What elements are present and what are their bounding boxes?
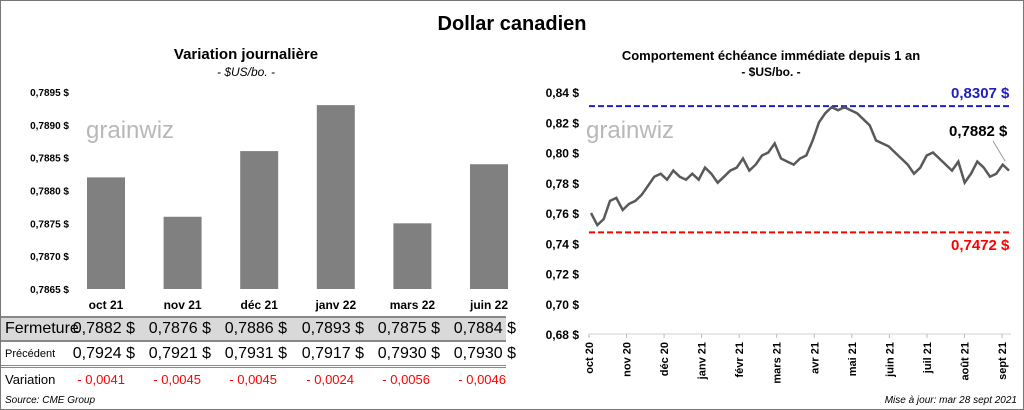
cell: 0,7884 $ — [453, 320, 516, 337]
y-tick-label: 0,74 $ — [546, 237, 580, 251]
cell: - 0,0046 — [458, 372, 506, 387]
cell: 0,7924 $ — [72, 345, 135, 362]
bar — [393, 223, 432, 289]
cell: 0,7893 $ — [301, 320, 364, 337]
max-label: 0,8307 $ — [951, 85, 1010, 102]
left-watermark-logo: grainwiz — [86, 117, 175, 144]
right-chart-title: Comportement échéance immédiate depuis 1… — [621, 48, 921, 63]
cell: - 0,0041 — [77, 372, 125, 387]
bar — [470, 164, 508, 289]
x-tick-label: janv 22 — [314, 298, 356, 312]
cell: - 0,0056 — [382, 372, 430, 387]
left-chart-subtitle: - $US/bo. - — [216, 65, 276, 79]
y-tick-label: 0,7875 $ — [30, 219, 69, 230]
y-tick-label: 0,7880 $ — [30, 187, 69, 198]
row-label: Variation — [5, 372, 56, 387]
cell: - 0,0045 — [229, 372, 277, 387]
x-tick-label: déc 21 — [241, 298, 279, 312]
cell: - 0,0024 — [306, 372, 354, 387]
bar — [163, 216, 202, 289]
x-tick-label: févr 21 — [734, 342, 746, 377]
x-tick-label: juin 22 — [469, 298, 508, 312]
cell: 0,7930 $ — [453, 345, 516, 362]
cell: 0,7876 $ — [148, 320, 211, 337]
cell: 0,7931 $ — [224, 345, 287, 362]
y-tick-label: 0,7865 $ — [30, 285, 69, 296]
cell: 0,7875 $ — [377, 320, 440, 337]
y-tick-label: 0,72 $ — [546, 268, 580, 282]
table-row-precedent: Précédent 0,7924 $ 0,7921 $ 0,7931 $ 0,7… — [1, 343, 516, 368]
y-tick-label: 0,7870 $ — [30, 252, 69, 263]
x-tick-label: mars 22 — [390, 298, 436, 312]
source-note: Source: CME Group — [5, 395, 96, 406]
bar — [316, 105, 355, 289]
x-tick-label: août 21 — [959, 342, 971, 381]
x-tick-label: avr 21 — [809, 342, 821, 374]
update-note: Mise à jour: mar 28 sept 2021 — [884, 395, 1017, 406]
cell: 0,7930 $ — [377, 345, 440, 362]
y-tick-label: 0,80 $ — [546, 147, 580, 161]
x-tick-label: déc 20 — [659, 342, 671, 376]
x-tick-label: janv 21 — [697, 342, 709, 380]
right-watermark-logo: grainwiz — [586, 117, 675, 144]
cell: 0,7917 $ — [301, 345, 364, 362]
x-tick-label: mai 21 — [847, 342, 859, 376]
price-line — [589, 105, 1010, 228]
main-title: Dollar canadien — [437, 13, 587, 35]
last-label: 0,7882 $ — [949, 123, 1008, 140]
y-tick-label: 0,76 $ — [546, 207, 580, 221]
x-tick-label: oct 21 — [89, 298, 124, 312]
x-tick-label: nov 20 — [622, 342, 634, 377]
y-tick-label: 0,84 $ — [546, 86, 580, 100]
x-tick-label: sept 21 — [997, 342, 1009, 380]
y-tick-label: 0,7895 $ — [30, 88, 69, 99]
y-tick-label: 0,78 $ — [546, 177, 580, 191]
y-tick-label: 0,70 $ — [546, 298, 580, 312]
row-label: Précédent — [5, 348, 56, 360]
y-tick-label: 0,82 $ — [546, 116, 580, 130]
cell: - 0,0045 — [153, 372, 201, 387]
left-chart-title: Variation journalière — [173, 46, 319, 63]
x-tick-label: juil 21 — [922, 342, 934, 374]
bar — [240, 151, 279, 289]
table-row-variation: Variation - 0,0041 - 0,0045 - 0,0045 - 0… — [1, 369, 506, 391]
cell: 0,7882 $ — [72, 320, 135, 337]
y-tick-label: 0,7885 $ — [30, 154, 69, 165]
y-tick-label: 0,7890 $ — [30, 121, 69, 132]
x-tick-label: nov 21 — [164, 298, 202, 312]
cell: 0,7886 $ — [224, 320, 287, 337]
right-chart-subtitle: - $US/bo. - — [741, 65, 801, 79]
table-row-fermeture: Fermeture 0,7882 $ 0,7876 $ 0,7886 $ 0,7… — [1, 316, 516, 342]
x-tick-label: mars 21 — [772, 342, 784, 384]
x-tick-label: oct 20 — [584, 342, 596, 374]
cell: 0,7921 $ — [148, 345, 211, 362]
min-label: 0,7472 $ — [951, 237, 1010, 254]
last-label-leader — [992, 140, 1006, 162]
x-tick-label: juin 21 — [884, 342, 896, 378]
y-tick-label: 0,68 $ — [546, 328, 580, 342]
bar — [87, 177, 125, 289]
row-label: Fermeture — [5, 320, 79, 337]
